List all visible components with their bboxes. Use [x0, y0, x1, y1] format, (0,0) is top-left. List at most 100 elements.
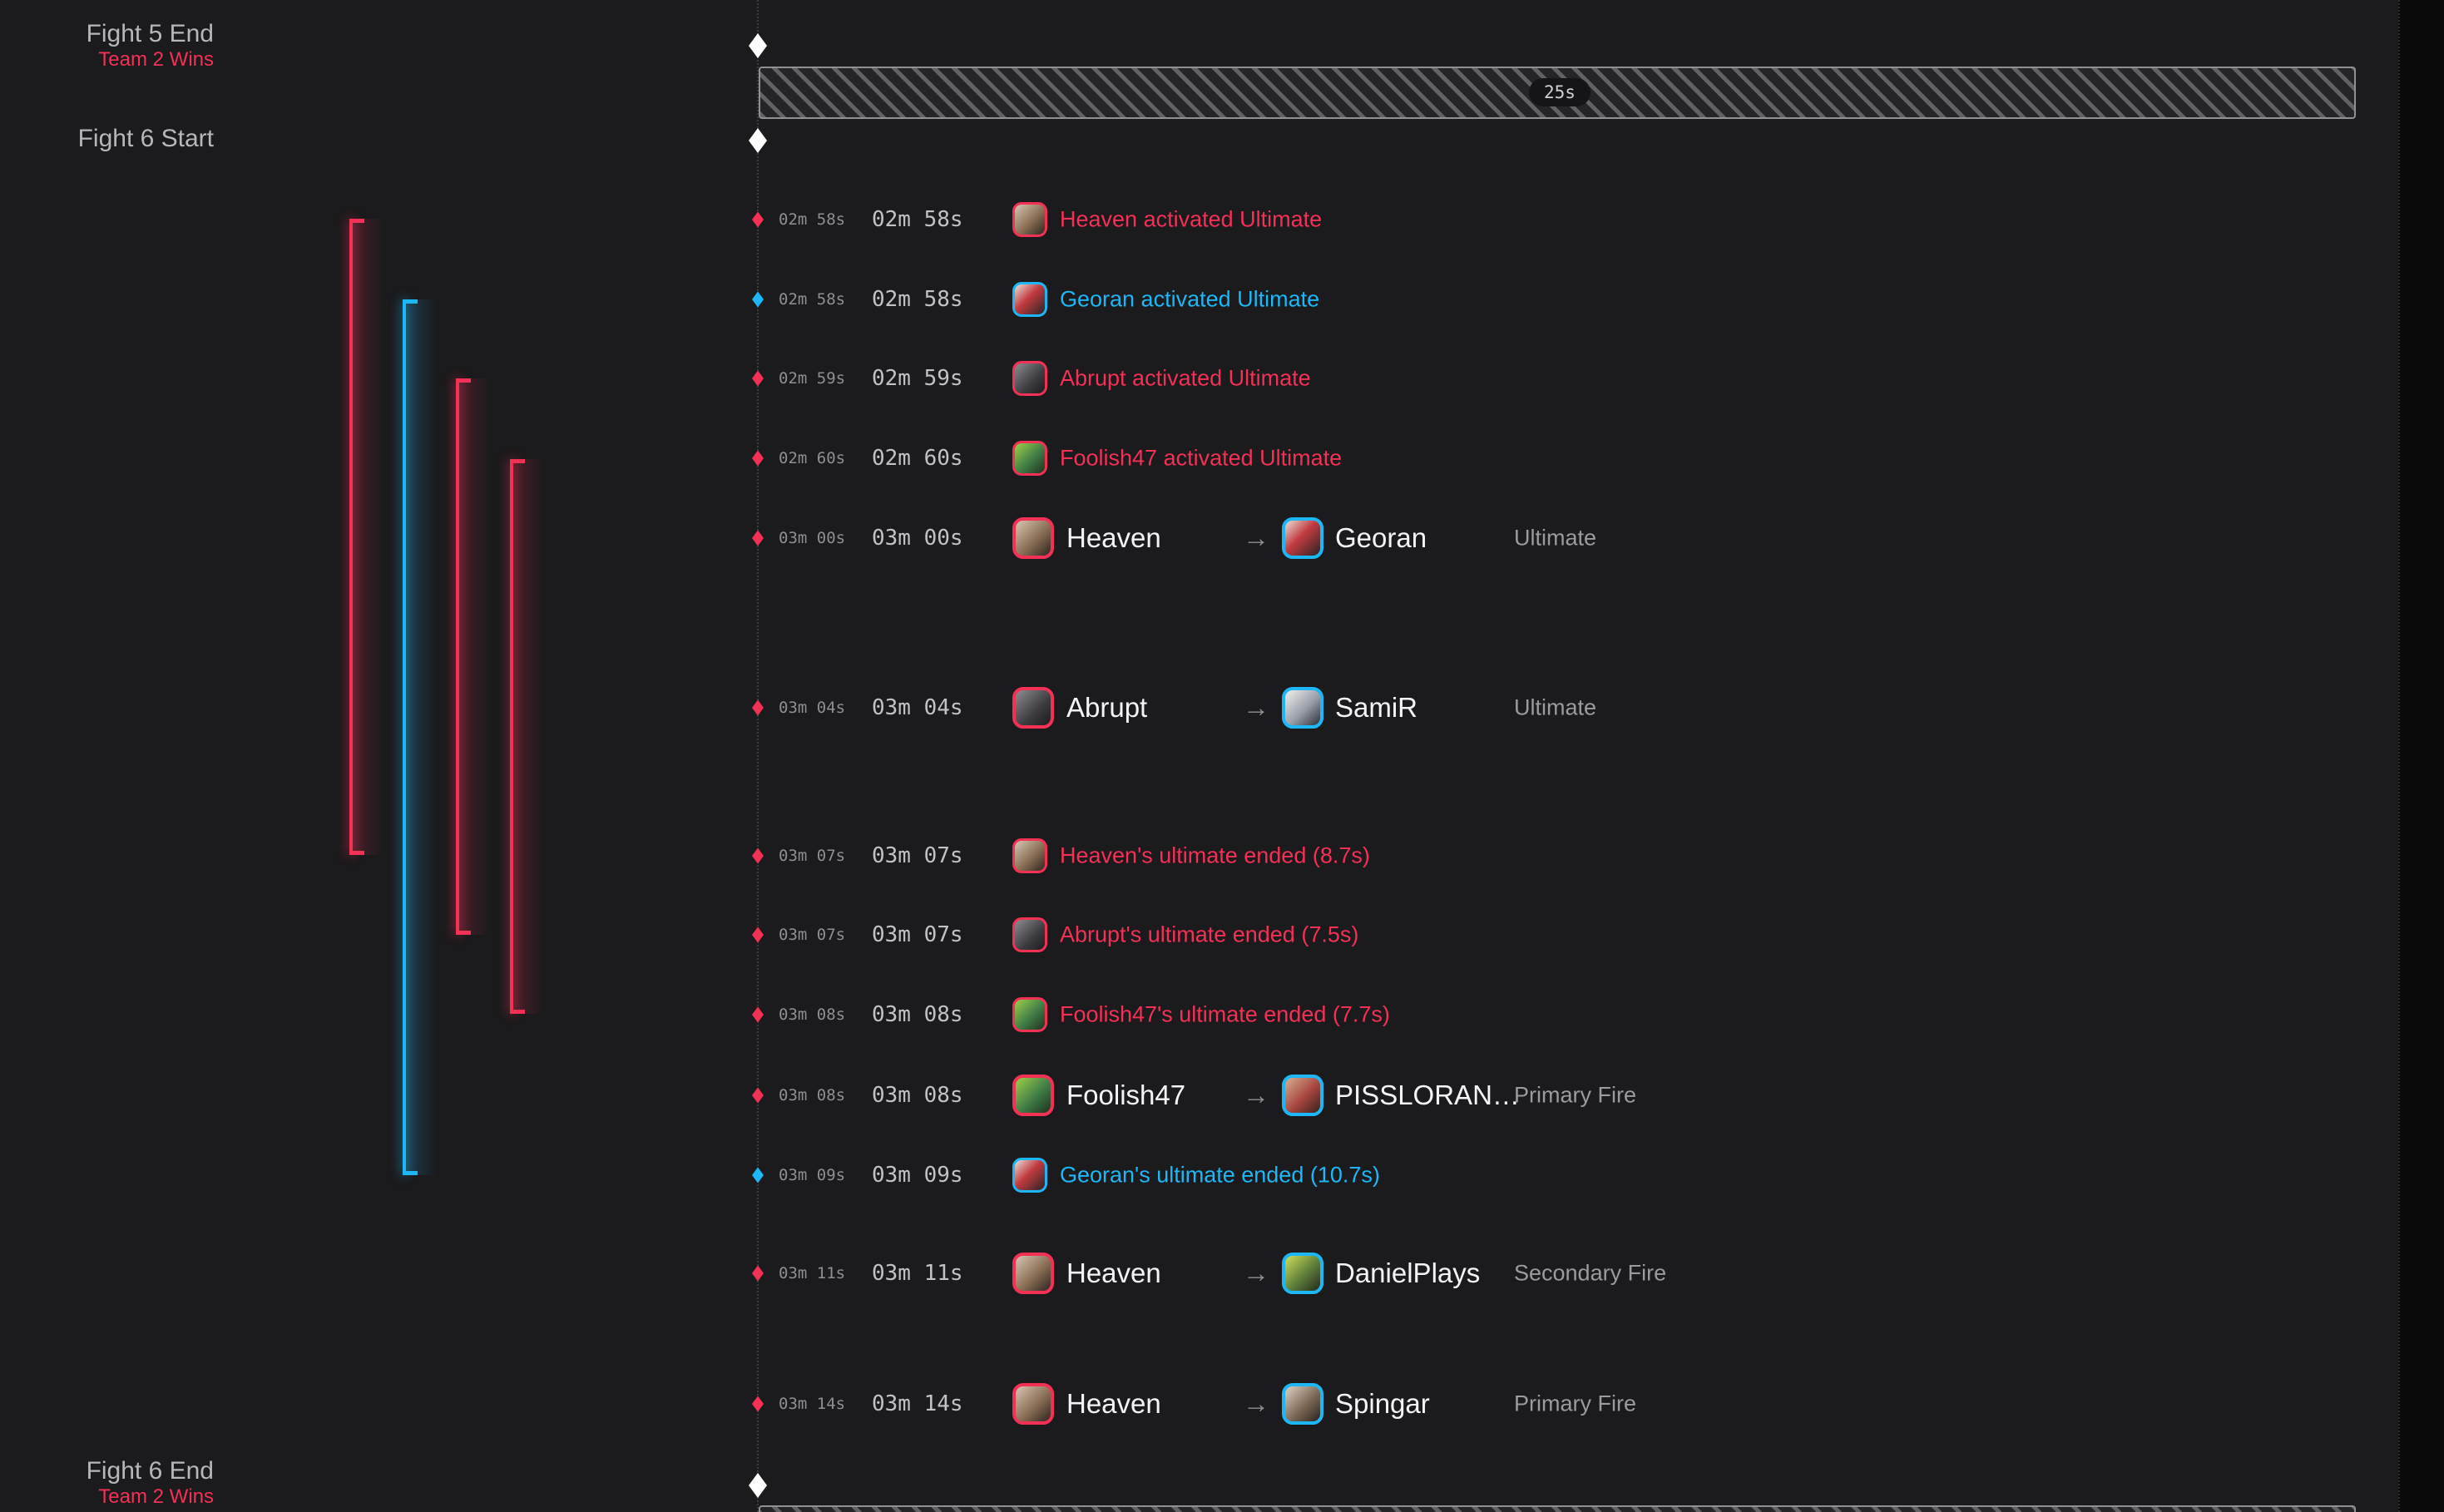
- player-avatar[interactable]: [1012, 838, 1047, 873]
- source-player-avatar[interactable]: [1012, 1383, 1054, 1425]
- event-time-small: 02m 58s: [779, 210, 846, 229]
- fight-marker-diamond-icon: [749, 33, 767, 58]
- ultimate-duration-bar: [456, 378, 491, 935]
- event-diamond-icon: [752, 1087, 764, 1104]
- event-time-small: 03m 08s: [779, 1086, 846, 1104]
- ultimate-duration-line: [403, 299, 406, 1175]
- arrow-icon: →: [1243, 692, 1269, 723]
- fight-label: Fight 6 End: [86, 1457, 214, 1485]
- ultimate-start-cap: [403, 299, 418, 304]
- event-time-small: 03m 09s: [779, 1166, 846, 1184]
- ultimate-duration-line: [510, 459, 513, 1014]
- event-time-small: 03m 14s: [779, 1395, 846, 1413]
- event-text: Heaven activated Ultimate: [1060, 206, 1323, 232]
- target-player-avatar[interactable]: [1282, 1075, 1323, 1116]
- event-time-small: 03m 00s: [779, 529, 846, 547]
- event-diamond-icon: [752, 699, 764, 716]
- source-player-name: Heaven: [1066, 1388, 1161, 1419]
- ability-label: Ultimate: [1514, 525, 1597, 551]
- ultimate-duration-bar: [510, 459, 545, 1014]
- event-diamond-icon: [752, 370, 764, 387]
- fight-winner-label: Team 2 Wins: [98, 48, 214, 71]
- target-player-avatar[interactable]: [1282, 517, 1323, 559]
- between-fights-gap-bar-bottom: [759, 1505, 2356, 1512]
- fight-marker-diamond-icon: [749, 128, 767, 153]
- event-time-small: 02m 59s: [779, 369, 846, 388]
- ultimate-start-cap: [349, 219, 364, 223]
- event-diamond-icon: [752, 1167, 764, 1183]
- ultimate-end-cap: [349, 851, 364, 855]
- player-avatar[interactable]: [1012, 917, 1047, 952]
- event-time-small: 03m 07s: [779, 847, 846, 865]
- ultimate-duration-fill: [458, 378, 491, 935]
- ultimate-duration-line: [456, 378, 459, 935]
- event-diamond-icon: [752, 847, 764, 864]
- ultimate-duration-fill: [351, 219, 384, 855]
- event-diamond-icon: [752, 291, 764, 308]
- target-player-avatar[interactable]: [1282, 1253, 1323, 1294]
- player-avatar[interactable]: [1012, 997, 1047, 1032]
- player-avatar[interactable]: [1012, 202, 1047, 237]
- event-time-small: 02m 58s: [779, 290, 846, 309]
- target-player-name: DanielPlays: [1335, 1258, 1481, 1288]
- source-player-name: Heaven: [1066, 522, 1161, 553]
- ability-label: Ultimate: [1514, 694, 1597, 720]
- event-diamond-icon: [752, 1265, 764, 1282]
- event-time-large: 02m 60s: [872, 446, 963, 471]
- arrow-icon: →: [1243, 522, 1269, 553]
- source-player-name: Foolish47: [1066, 1080, 1186, 1110]
- ultimate-start-cap: [510, 459, 525, 463]
- fight-winner-label: Team 2 Wins: [98, 1485, 214, 1508]
- target-player-name: Georan: [1335, 522, 1427, 553]
- ultimate-duration-fill: [512, 459, 545, 1014]
- event-time-small: 03m 11s: [779, 1264, 846, 1282]
- target-player-name: Spingar: [1335, 1388, 1430, 1419]
- event-time-large: 03m 04s: [872, 695, 963, 720]
- player-avatar[interactable]: [1012, 1158, 1047, 1193]
- ultimate-end-cap: [403, 1171, 418, 1175]
- fight-marker-diamond-icon: [749, 1473, 767, 1498]
- arrow-icon: →: [1243, 1388, 1269, 1419]
- target-player-avatar[interactable]: [1282, 687, 1323, 729]
- fight-label: Fight 6 Start: [77, 125, 214, 152]
- target-player-name: PISSLORAND…: [1335, 1080, 1535, 1110]
- source-player-name: Heaven: [1066, 1258, 1161, 1288]
- event-time-large: 03m 09s: [872, 1163, 963, 1188]
- source-player-avatar[interactable]: [1012, 687, 1054, 729]
- arrow-icon: →: [1243, 1080, 1269, 1110]
- source-player-avatar[interactable]: [1012, 1075, 1054, 1116]
- player-avatar[interactable]: [1012, 282, 1047, 317]
- event-diamond-icon: [752, 926, 764, 943]
- event-text: Foolish47's ultimate ended (7.7s): [1060, 1001, 1390, 1027]
- ability-label: Primary Fire: [1514, 1391, 1636, 1416]
- event-time-large: 03m 08s: [872, 1083, 963, 1108]
- fight-marker-label: Fight 6 Start: [50, 126, 214, 152]
- event-time-small: 03m 04s: [779, 699, 846, 717]
- event-time-large: 03m 11s: [872, 1261, 963, 1286]
- event-time-large: 03m 07s: [872, 922, 963, 947]
- event-diamond-icon: [752, 530, 764, 546]
- target-player-name: SamiR: [1335, 692, 1418, 723]
- fight-marker-label: Fight 6 End Team 2 Wins: [50, 1458, 214, 1510]
- ability-label: Primary Fire: [1514, 1082, 1636, 1108]
- ultimate-duration-bar: [403, 299, 438, 1175]
- event-diamond-icon: [752, 211, 764, 228]
- arrow-icon: →: [1243, 1258, 1269, 1288]
- source-player-avatar[interactable]: [1012, 517, 1054, 559]
- event-time-large: 02m 59s: [872, 366, 963, 391]
- source-player-avatar[interactable]: [1012, 1253, 1054, 1294]
- event-text: Abrupt activated Ultimate: [1060, 365, 1311, 391]
- source-player-name: Abrupt: [1066, 692, 1148, 723]
- event-diamond-icon: [752, 450, 764, 467]
- event-diamond-icon: [752, 1006, 764, 1023]
- event-time-large: 03m 00s: [872, 526, 963, 551]
- timeline-spine: [757, 0, 759, 1512]
- target-player-avatar[interactable]: [1282, 1383, 1323, 1425]
- player-avatar[interactable]: [1012, 441, 1047, 476]
- ultimate-duration-line: [349, 219, 353, 855]
- event-time-large: 03m 14s: [872, 1391, 963, 1416]
- event-text: Abrupt's ultimate ended (7.5s): [1060, 922, 1359, 947]
- player-avatar[interactable]: [1012, 361, 1047, 396]
- event-text: Foolish47 activated Ultimate: [1060, 445, 1343, 471]
